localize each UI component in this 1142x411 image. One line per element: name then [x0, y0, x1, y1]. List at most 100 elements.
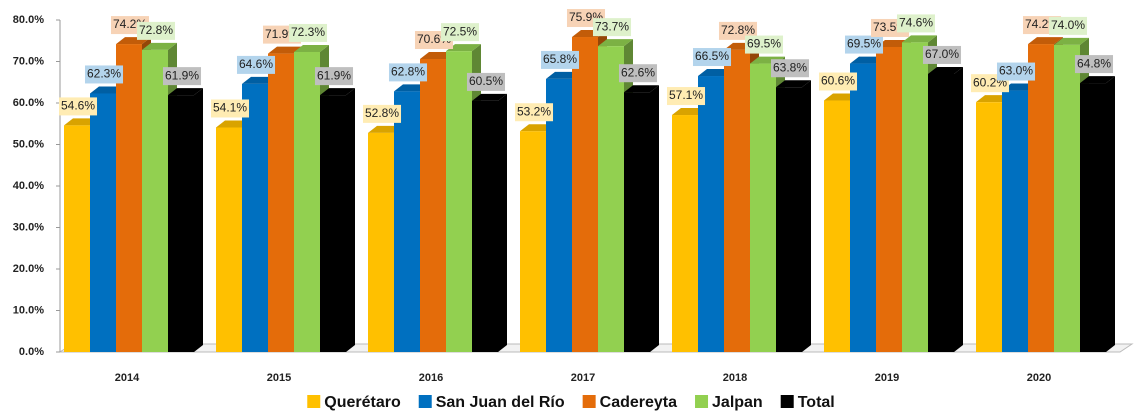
legend-swatch [695, 395, 709, 408]
value-label-bg [288, 23, 328, 42]
bar [928, 73, 954, 352]
bar [598, 46, 624, 353]
bar [320, 95, 346, 353]
bar-top [446, 44, 481, 52]
value-label-bg [440, 23, 480, 42]
legend-label: Jalpan [712, 394, 763, 411]
legend-swatch [582, 395, 596, 408]
bar [850, 63, 876, 352]
value-label-bg [236, 55, 276, 74]
value-label: 72.8% [139, 23, 173, 37]
value-label: 63.0% [999, 64, 1033, 78]
bar [242, 83, 268, 352]
value-label: 64.6% [239, 57, 273, 71]
value-label: 60.6% [821, 74, 855, 88]
bar [546, 78, 572, 353]
value-label-bg [1074, 55, 1114, 74]
value-label-bg [692, 48, 732, 67]
value-label-bg [210, 99, 250, 118]
value-label: 62.3% [87, 67, 121, 81]
bar [1028, 44, 1054, 352]
x-tick-label: 2019 [875, 372, 899, 384]
bar-side [650, 85, 659, 353]
value-label: 63.8% [773, 60, 807, 74]
bar [976, 102, 1002, 352]
bar-top [294, 44, 329, 52]
x-tick-label: 2017 [571, 372, 595, 384]
value-label-bg [592, 18, 632, 37]
bar [750, 63, 776, 352]
value-label-bg [618, 64, 658, 83]
bar [776, 87, 802, 352]
value-label-bg [896, 14, 936, 33]
bar [672, 115, 698, 352]
bar-top [928, 66, 963, 74]
bar-side [498, 93, 507, 353]
bar-top [1080, 76, 1115, 84]
y-tick-label: 70.0% [13, 55, 44, 67]
legend-swatch [418, 395, 432, 408]
value-label-bg [844, 35, 884, 54]
bar-side [194, 88, 203, 353]
bar-side [802, 80, 811, 352]
value-label: 72.5% [443, 24, 477, 38]
value-label-bg [514, 103, 554, 122]
value-label: 67.0% [925, 47, 959, 61]
y-tick-label: 50.0% [13, 138, 44, 150]
y-tick-label: 30.0% [13, 221, 44, 233]
value-label: 57.1% [669, 88, 703, 102]
bar [368, 132, 394, 352]
x-tick-label: 2018 [723, 372, 747, 384]
legend-label: San Juan del Río [436, 394, 565, 411]
bar-top [598, 39, 633, 47]
y-tick-label: 60.0% [13, 97, 44, 109]
value-label: 62.6% [621, 65, 655, 79]
bar-top [1054, 37, 1089, 45]
value-label: 54.1% [213, 101, 247, 115]
bar [268, 53, 294, 353]
y-tick-label: 10.0% [13, 304, 44, 316]
bar [520, 131, 546, 352]
y-tick-label: 40.0% [13, 180, 44, 192]
legend-label: Querétaro [324, 394, 401, 411]
value-label-bg [996, 62, 1036, 81]
bar-top [624, 85, 659, 93]
value-label-bg [744, 35, 784, 54]
value-label-bg [818, 72, 858, 91]
value-label: 73.7% [595, 19, 629, 33]
bar-top [142, 42, 177, 50]
value-label-bg [666, 87, 706, 106]
bar [168, 95, 194, 353]
value-label: 64.8% [1077, 56, 1111, 70]
value-label-bg [388, 63, 428, 82]
y-tick-label: 20.0% [13, 263, 44, 275]
bar [216, 127, 242, 352]
bar [724, 49, 750, 352]
bar [1002, 90, 1028, 353]
value-label: 69.5% [847, 37, 881, 51]
bar [902, 42, 928, 352]
value-label-bg [1048, 16, 1088, 35]
bar [142, 49, 168, 352]
value-label: 74.6% [899, 16, 933, 30]
value-label: 61.9% [317, 68, 351, 82]
value-label: 72.3% [291, 25, 325, 39]
bar [824, 100, 850, 352]
value-label-bg [84, 65, 124, 84]
bar-top [168, 88, 203, 96]
value-label-bg [58, 97, 98, 116]
value-label: 72.8% [721, 23, 755, 37]
x-tick-label: 2016 [419, 372, 443, 384]
bar [698, 76, 724, 353]
bar [572, 37, 598, 352]
bar [394, 91, 420, 352]
value-label-bg [314, 67, 354, 86]
bar [1054, 44, 1080, 353]
value-label-bg [162, 67, 202, 86]
bar [1080, 83, 1106, 352]
bar [446, 51, 472, 352]
bar [90, 93, 116, 352]
value-label: 74.0% [1051, 18, 1085, 32]
bar [64, 125, 90, 352]
